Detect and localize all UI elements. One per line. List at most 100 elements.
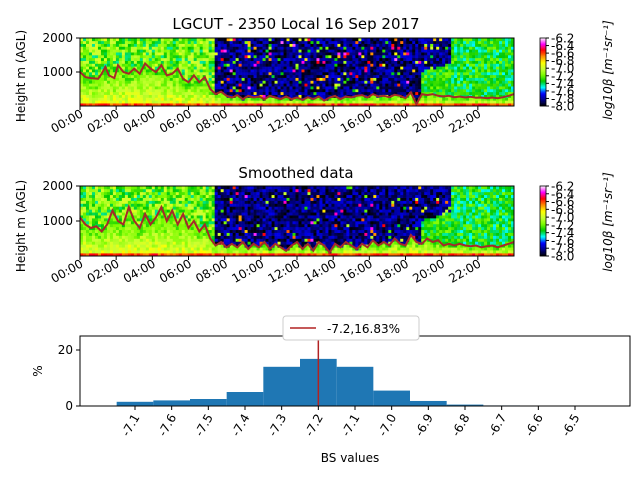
heatmap-cell xyxy=(155,47,158,50)
heatmap-cell xyxy=(89,83,92,86)
heatmap-cell xyxy=(260,86,263,89)
heatmap-cell xyxy=(215,98,218,101)
heatmap-cell xyxy=(200,72,203,75)
heatmap-cell xyxy=(119,230,122,233)
heatmap-cell xyxy=(454,41,457,44)
heatmap-cell xyxy=(331,83,334,86)
heatmap-cell xyxy=(248,44,251,47)
heatmap-cell xyxy=(469,81,472,84)
heatmap-cell xyxy=(209,244,212,247)
heatmap-cell xyxy=(89,233,92,236)
heatmap-cell xyxy=(116,92,119,95)
heatmap-cell xyxy=(155,78,158,81)
heatmap-cell xyxy=(254,100,257,103)
heatmap-cell xyxy=(134,72,137,75)
heatmap-cell xyxy=(358,47,361,50)
heatmap-cell xyxy=(131,201,134,204)
heatmap-cell xyxy=(92,95,95,98)
heatmap-cell xyxy=(239,49,242,52)
heatmap-cell xyxy=(122,233,125,236)
heatmap-cell xyxy=(331,47,334,50)
heatmap-cell xyxy=(505,89,508,92)
heatmap-cell xyxy=(343,81,346,84)
heatmap-cell xyxy=(131,233,134,236)
heatmap-cell xyxy=(275,41,278,44)
heatmap-cell xyxy=(343,58,346,61)
heatmap-cell xyxy=(415,89,418,92)
heatmap-cell xyxy=(391,86,394,89)
heatmap-cell xyxy=(304,44,307,47)
heatmap-cell xyxy=(400,89,403,92)
heatmap-cell xyxy=(146,230,149,233)
heatmap-cell xyxy=(119,233,122,236)
heatmap-cell xyxy=(266,72,269,75)
heatmap-cell xyxy=(203,230,206,233)
heatmap-cell xyxy=(146,239,149,242)
heatmap-cell xyxy=(328,92,331,95)
heatmap-cell xyxy=(281,41,284,44)
heatmap-cell xyxy=(251,247,254,250)
heatmap-cell xyxy=(427,98,430,101)
heatmap-cell xyxy=(122,98,125,101)
heatmap-cell xyxy=(134,55,137,58)
heatmap-cell xyxy=(215,236,218,239)
heatmap-cell xyxy=(490,52,493,55)
heatmap-cell xyxy=(254,72,257,75)
heatmap-cell xyxy=(254,86,257,89)
heatmap-cell xyxy=(191,100,194,103)
heatmap-cell xyxy=(376,41,379,44)
heatmap-cell xyxy=(445,49,448,52)
heatmap-cell xyxy=(463,92,466,95)
heatmap-cell xyxy=(466,72,469,75)
heatmap-cell xyxy=(281,89,284,92)
heatmap-cell xyxy=(182,221,185,224)
heatmap-cell xyxy=(218,218,221,221)
heatmap-cell xyxy=(260,41,263,44)
heatmap-cell xyxy=(352,100,355,103)
heatmap-cell xyxy=(245,47,248,50)
heatmap-cell xyxy=(89,250,92,253)
heatmap-cell xyxy=(170,47,173,50)
heatmap-cell xyxy=(95,189,98,192)
heatmap-cell xyxy=(346,44,349,47)
heatmap-cell xyxy=(212,212,215,215)
heatmap-cell xyxy=(319,66,322,69)
heatmap-cell xyxy=(313,75,316,78)
heatmap-cell xyxy=(113,44,116,47)
heatmap-cell xyxy=(272,100,275,103)
heatmap-cell xyxy=(281,72,284,75)
heatmap-cell xyxy=(397,64,400,67)
heatmap-cell xyxy=(176,89,179,92)
heatmap-cell xyxy=(284,44,287,47)
heatmap-cell xyxy=(167,204,170,207)
heatmap-cell xyxy=(469,64,472,67)
heatmap-cell xyxy=(203,98,206,101)
heatmap-cell xyxy=(203,64,206,67)
heatmap-cell xyxy=(379,86,382,89)
heatmap-cell xyxy=(98,198,101,201)
heatmap-cell xyxy=(221,64,224,67)
heatmap-cell xyxy=(176,215,179,218)
heatmap-cell xyxy=(358,41,361,44)
heatmap-cell xyxy=(319,64,322,67)
heatmap-cell xyxy=(221,218,224,221)
heatmap-cell xyxy=(472,52,475,55)
heatmap-cell xyxy=(101,236,104,239)
heatmap-cell xyxy=(89,92,92,95)
heatmap-cell xyxy=(206,47,209,50)
heatmap-cell xyxy=(508,47,511,50)
heatmap-cell xyxy=(403,44,406,47)
heatmap-cell xyxy=(86,250,89,253)
heatmap-cell xyxy=(98,44,101,47)
heatmap-cell xyxy=(170,250,173,253)
heatmap-cell xyxy=(502,58,505,61)
heatmap-cell xyxy=(409,83,412,86)
heatmap-cell xyxy=(113,201,116,204)
heatmap-cell xyxy=(182,41,185,44)
heatmap-cell xyxy=(167,227,170,230)
heatmap-cell xyxy=(83,69,86,72)
heatmap-cell xyxy=(403,75,406,78)
heatmap-cell xyxy=(209,64,212,67)
heatmap-cell xyxy=(230,41,233,44)
heatmap-cell xyxy=(400,81,403,84)
